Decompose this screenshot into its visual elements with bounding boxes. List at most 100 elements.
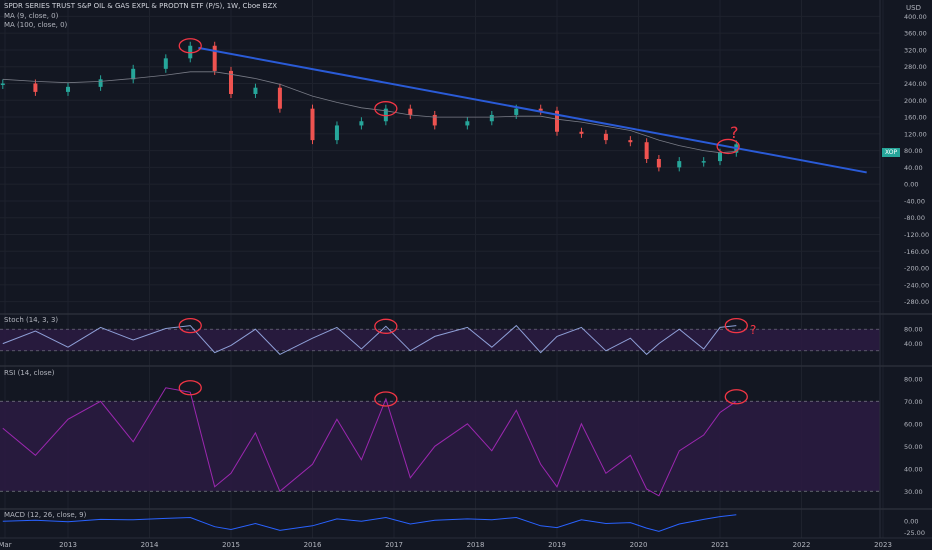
- peak-circle-annotation[interactable]: [374, 391, 398, 407]
- rsi-axis-tick-label: 60.00: [904, 420, 923, 428]
- price-badge: XOP: [882, 148, 901, 157]
- time-axis-tick-label: 2018: [467, 541, 485, 549]
- price-axis-tick-label: 0.00: [904, 181, 918, 189]
- time-axis-tick-label: 2015: [222, 541, 240, 549]
- rsi-axis-tick-label: 40.00: [904, 465, 923, 473]
- price-candle: [229, 70, 233, 94]
- price-axis-tick-label: -80.00: [904, 214, 925, 222]
- price-candle: [432, 114, 437, 126]
- rsi-label[interactable]: RSI (14, close): [4, 369, 55, 377]
- peak-circle-annotation[interactable]: [178, 380, 202, 396]
- peak-circle-annotation[interactable]: [178, 317, 202, 334]
- price-axis-tick-label: -240.00: [904, 281, 929, 289]
- price-candle: [579, 131, 584, 134]
- stoch-axis-tick-label: 40.00: [904, 340, 923, 348]
- price-axis-tick-label: 120.00: [904, 130, 927, 138]
- price-candle: [701, 161, 706, 163]
- price-axis-tick-label: -280.00: [904, 298, 929, 306]
- price-candle: [131, 68, 136, 80]
- price-candle: [465, 121, 470, 126]
- stoch-label[interactable]: Stoch (14, 3, 3): [4, 316, 59, 324]
- time-axis-tick-label: 2021: [711, 541, 729, 549]
- price-candle: [66, 86, 70, 92]
- price-axis: 400.00 360.00 320.00 280.00 240.00 200.00 160.…: [904, 13, 929, 537]
- price-candle: [718, 152, 722, 162]
- time-axis-tick-label: 2014: [141, 541, 159, 549]
- price-candle: [33, 83, 38, 92]
- price-axis-tick-label: 80.00: [904, 147, 923, 155]
- price-candle: [555, 110, 559, 132]
- time-axis-tick-label: 2022: [793, 541, 811, 549]
- series-layer: [0, 41, 739, 532]
- price-candle: [277, 87, 282, 109]
- peak-circle-annotation[interactable]: [724, 389, 748, 405]
- price-axis-tick-label: 280.00: [904, 63, 927, 71]
- price-candle: [334, 125, 339, 141]
- rsi-axis-tick-label: 50.00: [904, 443, 923, 451]
- price-candle: [514, 108, 519, 115]
- stoch-axis-tick-label: 80.00: [904, 326, 923, 334]
- price-candle: [163, 58, 168, 69]
- price-candle: [212, 45, 217, 71]
- indicator-bands: [0, 328, 880, 492]
- rsi-axis-tick-label: 30.00: [904, 488, 923, 496]
- price-candle: [489, 114, 494, 122]
- price-candle: [656, 159, 661, 168]
- series-line-1: [2, 71, 737, 154]
- ma-long-legend[interactable]: MA (100, close, 0): [4, 21, 68, 29]
- macd-label[interactable]: MACD (12, 26, close, 9): [4, 511, 87, 519]
- price-axis-tick-label: -120.00: [904, 231, 929, 239]
- time-axis-tick-label: 2016: [304, 541, 322, 549]
- price-axis-tick-label: 40.00: [904, 164, 923, 172]
- peak-circle-annotation[interactable]: [374, 318, 398, 334]
- stoch-band: [0, 329, 880, 351]
- price-candle: [253, 87, 258, 94]
- trendline-layer[interactable]: [198, 46, 867, 174]
- price-axis-tick-label: -160.00: [904, 248, 929, 256]
- price-candle: [677, 161, 682, 168]
- price-axis-tick-label: 200.00: [904, 97, 927, 105]
- price-axis-tick-label: 240.00: [904, 80, 927, 88]
- price-candle: [0, 83, 5, 85]
- chart-title: SPDR SERIES TRUST S&P OIL & GAS EXPL & P…: [4, 2, 278, 10]
- price-axis-tick-label: 400.00: [904, 13, 927, 21]
- rsi-axis-tick-label: 70.00: [904, 398, 923, 406]
- peak-circle-annotation[interactable]: [716, 138, 740, 155]
- currency-label: USD: [906, 4, 921, 12]
- time-axis-tick-label: 2020: [630, 541, 648, 549]
- macd-axis-tick-label: 0.00: [904, 518, 918, 526]
- price-candle: [359, 121, 364, 126]
- price-axis-tick-label: 320.00: [904, 46, 927, 54]
- peak-circle-annotation[interactable]: [724, 317, 748, 334]
- time-axis-tick-label: 2023: [874, 541, 892, 549]
- price-axis-tick-label: 160.00: [904, 114, 927, 122]
- price-candle: [628, 140, 633, 143]
- time-axis-tick-label: 2013: [59, 541, 77, 549]
- circle-annotations[interactable]: [178, 38, 748, 407]
- price-candle: [98, 79, 103, 87]
- price-candle: [408, 108, 413, 115]
- time-axis: Mar 2013 2014 2015 2016 2017 2018 2019 2020 2021 2…: [0, 541, 892, 549]
- time-axis-tick-label: Mar: [0, 541, 12, 549]
- peak-circle-annotation[interactable]: [374, 101, 398, 117]
- peak-circle-annotation[interactable]: [178, 38, 202, 54]
- resistance-trendline[interactable]: [198, 46, 867, 174]
- price-axis-tick-label: 360.00: [904, 30, 927, 38]
- question-mark-annotation[interactable]: ?: [750, 323, 756, 337]
- price-candle: [383, 108, 388, 122]
- price-axis-tick-label: -40.00: [904, 197, 925, 205]
- price-candle: [538, 108, 543, 111]
- rsi-axis-tick-label: 80.00: [904, 375, 923, 383]
- time-axis-tick-label: 2017: [385, 541, 403, 549]
- series-line-3: [2, 387, 737, 497]
- ma-short-legend[interactable]: MA (9, close, 0): [4, 12, 59, 20]
- rsi-band: [0, 401, 880, 492]
- time-axis-tick-label: 2019: [548, 541, 566, 549]
- price-candle: [188, 45, 193, 59]
- price-candle: [310, 108, 315, 141]
- question-mark-annotation[interactable]: ?: [730, 123, 739, 142]
- series-line-2: [2, 324, 737, 356]
- price-candle: [644, 142, 649, 159]
